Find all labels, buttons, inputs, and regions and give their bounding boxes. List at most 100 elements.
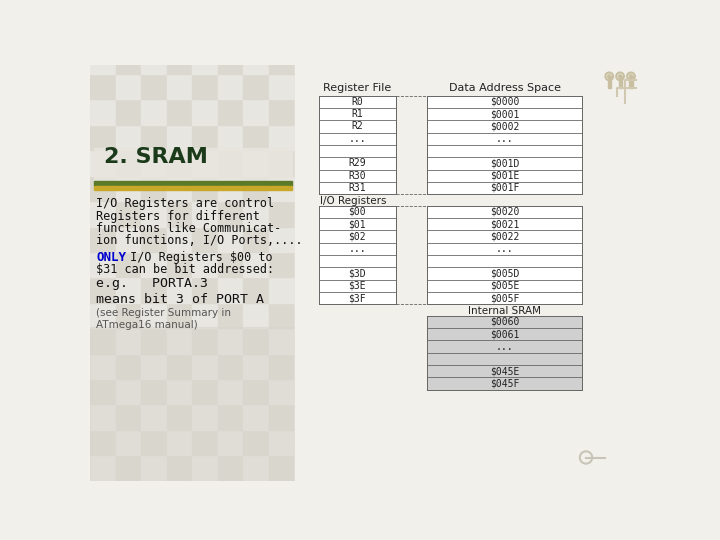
Bar: [294, 354, 295, 379]
Text: $0061: $0061: [490, 329, 519, 339]
Text: Registers for different: Registers for different: [96, 210, 260, 222]
Bar: [294, 252, 295, 278]
Bar: [192, 430, 218, 455]
Bar: [116, 379, 141, 404]
Text: ion functions, I/O Ports,....: ion functions, I/O Ports,....: [96, 234, 303, 247]
Text: functions like Communicat-: functions like Communicat-: [96, 222, 282, 235]
Bar: [294, 74, 295, 99]
Bar: [218, 74, 243, 99]
Bar: [116, 23, 141, 49]
Bar: [269, 99, 294, 125]
Bar: [243, 379, 269, 404]
Text: $0020: $0020: [490, 207, 519, 217]
Bar: [269, 379, 294, 404]
Bar: [141, 201, 167, 226]
Bar: [294, 176, 295, 201]
Bar: [90, 99, 116, 125]
Bar: [116, 303, 141, 328]
Bar: [243, 226, 269, 252]
Bar: [116, 74, 141, 99]
Bar: [243, 150, 269, 176]
Bar: [116, 455, 141, 481]
Bar: [269, 404, 294, 430]
Bar: [90, 379, 116, 404]
Text: R31: R31: [348, 183, 366, 193]
Bar: [90, 226, 116, 252]
Bar: [141, 125, 167, 150]
Text: Internal SRAM: Internal SRAM: [468, 306, 541, 316]
Bar: [141, 176, 167, 201]
Text: $001D: $001D: [490, 158, 519, 168]
Bar: [218, 125, 243, 150]
Bar: [90, 278, 116, 303]
Bar: [141, 430, 167, 455]
Text: (see Register Summary in
ATmega16 manual): (see Register Summary in ATmega16 manual…: [96, 308, 231, 330]
Bar: [218, 278, 243, 303]
Bar: [294, 201, 295, 226]
Bar: [90, 150, 116, 176]
Bar: [243, 404, 269, 430]
Bar: [94, 186, 292, 190]
Bar: [141, 150, 167, 176]
Bar: [319, 96, 396, 194]
Bar: [90, 303, 116, 328]
Bar: [294, 278, 295, 303]
Text: ...: ...: [348, 134, 366, 144]
Bar: [90, 74, 116, 99]
Bar: [167, 379, 192, 404]
Text: I/O Registers $00 to: I/O Registers $00 to: [123, 251, 273, 264]
Text: ONLY: ONLY: [96, 251, 126, 264]
Bar: [269, 455, 294, 481]
Bar: [192, 74, 218, 99]
Bar: [427, 206, 582, 304]
Bar: [167, 99, 192, 125]
Bar: [269, 201, 294, 226]
Bar: [218, 404, 243, 430]
Text: $3D: $3D: [348, 268, 366, 279]
Bar: [192, 278, 218, 303]
Bar: [218, 252, 243, 278]
Bar: [141, 455, 167, 481]
Bar: [218, 176, 243, 201]
Text: R0: R0: [351, 97, 364, 107]
Bar: [192, 379, 218, 404]
Bar: [294, 430, 295, 455]
Bar: [192, 455, 218, 481]
Bar: [141, 23, 167, 49]
Bar: [192, 354, 218, 379]
Bar: [218, 354, 243, 379]
Bar: [90, 404, 116, 430]
Text: I/O Registers are control: I/O Registers are control: [96, 197, 274, 210]
Text: $045E: $045E: [490, 366, 519, 376]
Bar: [243, 49, 269, 74]
Bar: [218, 303, 243, 328]
Bar: [294, 303, 295, 328]
Bar: [269, 252, 294, 278]
Text: $02: $02: [348, 232, 366, 241]
Text: $005E: $005E: [490, 281, 519, 291]
Bar: [294, 328, 295, 354]
Bar: [243, 278, 269, 303]
Text: R1: R1: [351, 109, 364, 119]
Bar: [218, 430, 243, 455]
Bar: [427, 316, 582, 390]
Bar: [116, 150, 141, 176]
Bar: [167, 278, 192, 303]
Bar: [294, 379, 295, 404]
Text: $0022: $0022: [490, 232, 519, 241]
Bar: [218, 201, 243, 226]
Text: Register File: Register File: [323, 83, 392, 92]
Bar: [295, 65, 648, 481]
Text: $0060: $0060: [490, 317, 519, 327]
Bar: [167, 150, 192, 176]
Bar: [427, 96, 582, 194]
Text: means bit 3 of PORT A: means bit 3 of PORT A: [96, 293, 264, 306]
Bar: [192, 49, 218, 74]
Bar: [167, 252, 192, 278]
Bar: [167, 201, 192, 226]
Bar: [116, 404, 141, 430]
Bar: [243, 252, 269, 278]
Text: $3F: $3F: [348, 293, 366, 303]
Text: Data Address Space: Data Address Space: [449, 83, 561, 92]
Bar: [167, 328, 192, 354]
